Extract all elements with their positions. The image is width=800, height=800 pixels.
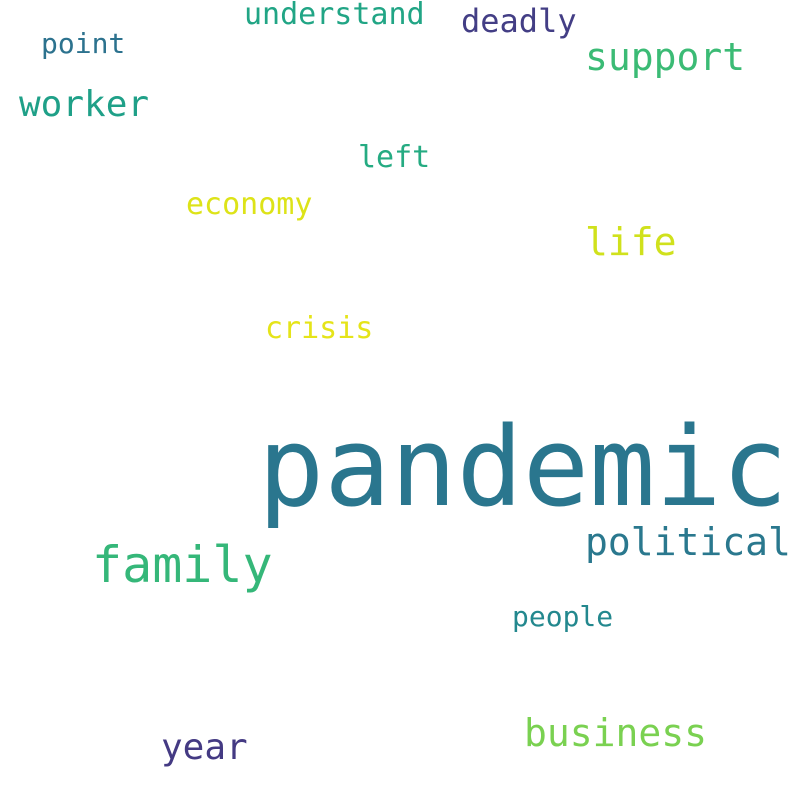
word-pandemic: pandemic xyxy=(258,403,788,531)
word-point: point xyxy=(41,27,126,60)
word-deadly: deadly xyxy=(461,2,577,40)
word-economy: economy xyxy=(186,187,313,222)
word-life: life xyxy=(585,220,677,264)
word-business: business xyxy=(524,711,708,755)
word-crisis: crisis xyxy=(265,311,374,346)
word-support: support xyxy=(585,35,746,79)
word-political: political xyxy=(585,520,791,564)
word-family: family xyxy=(92,536,273,594)
word-left: left xyxy=(358,140,431,175)
word-year: year xyxy=(161,727,248,768)
word-understand: understand xyxy=(244,0,425,32)
word-worker: worker xyxy=(19,84,150,125)
word-people: people xyxy=(512,600,614,633)
